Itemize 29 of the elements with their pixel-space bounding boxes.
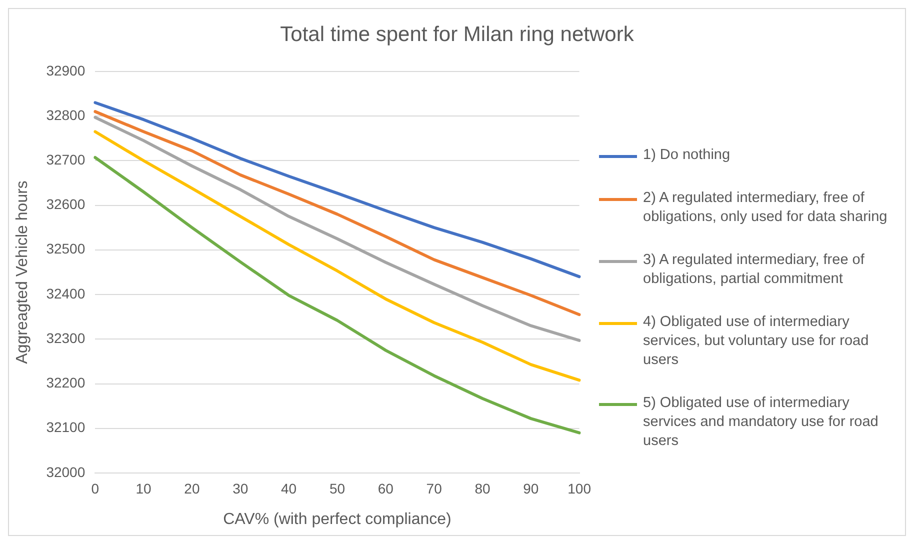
chart-title: Total time spent for Milan ring network (279, 22, 635, 48)
legend-label: 5) Obligated use of intermediary services and mandatory use for road users (643, 394, 880, 450)
y-tick-label: 32200 (46, 374, 86, 391)
y-tick-label: 32500 (46, 240, 86, 257)
x-tick-label: 0 (91, 480, 100, 496)
x-axis-title: CAV% (with perfect compliance) (223, 510, 452, 528)
x-tick-label: 100 (568, 480, 592, 496)
legend-label: 1) Do nothing (643, 146, 730, 164)
y-tick-label: 32300 (46, 330, 86, 346)
x-tick-label: 40 (281, 480, 297, 496)
x-tick-label: 80 (474, 480, 490, 496)
y-tick-label: 32600 (46, 196, 86, 212)
x-tick-label: 10 (136, 480, 152, 496)
y-tick-label: 32100 (46, 419, 86, 436)
y-tick-label: 32700 (46, 152, 86, 168)
legend-label: 4) Obligated use of intermediary services, but voluntary use for road users (643, 312, 870, 370)
x-tick-label: 60 (378, 480, 394, 496)
legend-label: 3) A regulated intermediary, free of obligations, partial commitment (643, 250, 866, 288)
x-tick-label: 90 (523, 480, 539, 496)
y-tick-label: 32900 (46, 62, 86, 78)
y-axis-title: Aggreagted Vehicle hours (14, 180, 32, 364)
legend-label: 2) A regulated intermediary, free of obligations, only used for data sharing (643, 188, 888, 226)
x-tick-label: 50 (329, 480, 346, 496)
x-tick-label: 70 (426, 480, 442, 496)
y-tick-label: 32000 (46, 464, 86, 480)
y-tick-label: 32400 (46, 285, 86, 302)
y-tick-label: 32800 (46, 106, 86, 123)
x-tick-label: 30 (232, 480, 248, 496)
x-tick-label: 20 (184, 480, 200, 496)
